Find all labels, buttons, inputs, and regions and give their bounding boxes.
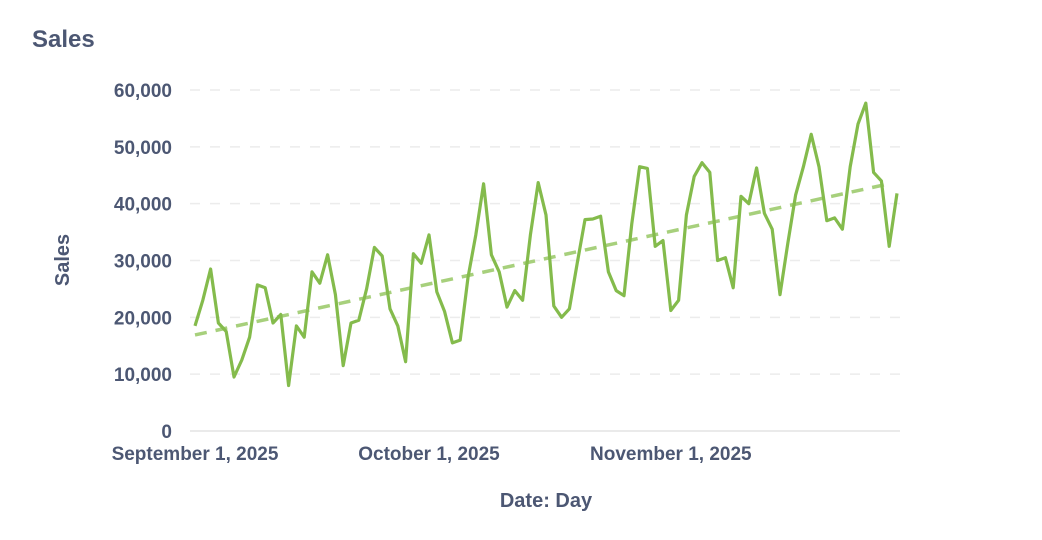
y-axis-title: Sales [52,234,74,286]
y-tick-label: 40,000 [114,195,172,216]
series-line [193,101,899,388]
trend-line [194,182,890,337]
x-tick-label: October 1, 2025 [358,444,500,465]
y-tick-label: 0 [161,422,172,443]
y-tick-label: 60,000 [114,81,172,102]
y-tick-label: 20,000 [114,308,172,329]
x-axis-title: Date: Day [500,490,593,512]
y-tick-label: 30,000 [114,252,172,273]
y-tick-label: 10,000 [114,365,172,386]
x-tick-label: September 1, 2025 [112,444,279,465]
y-tick-label: 50,000 [114,138,172,159]
chart-title: Sales [32,26,95,53]
x-tick-label: November 1, 2025 [590,444,752,465]
